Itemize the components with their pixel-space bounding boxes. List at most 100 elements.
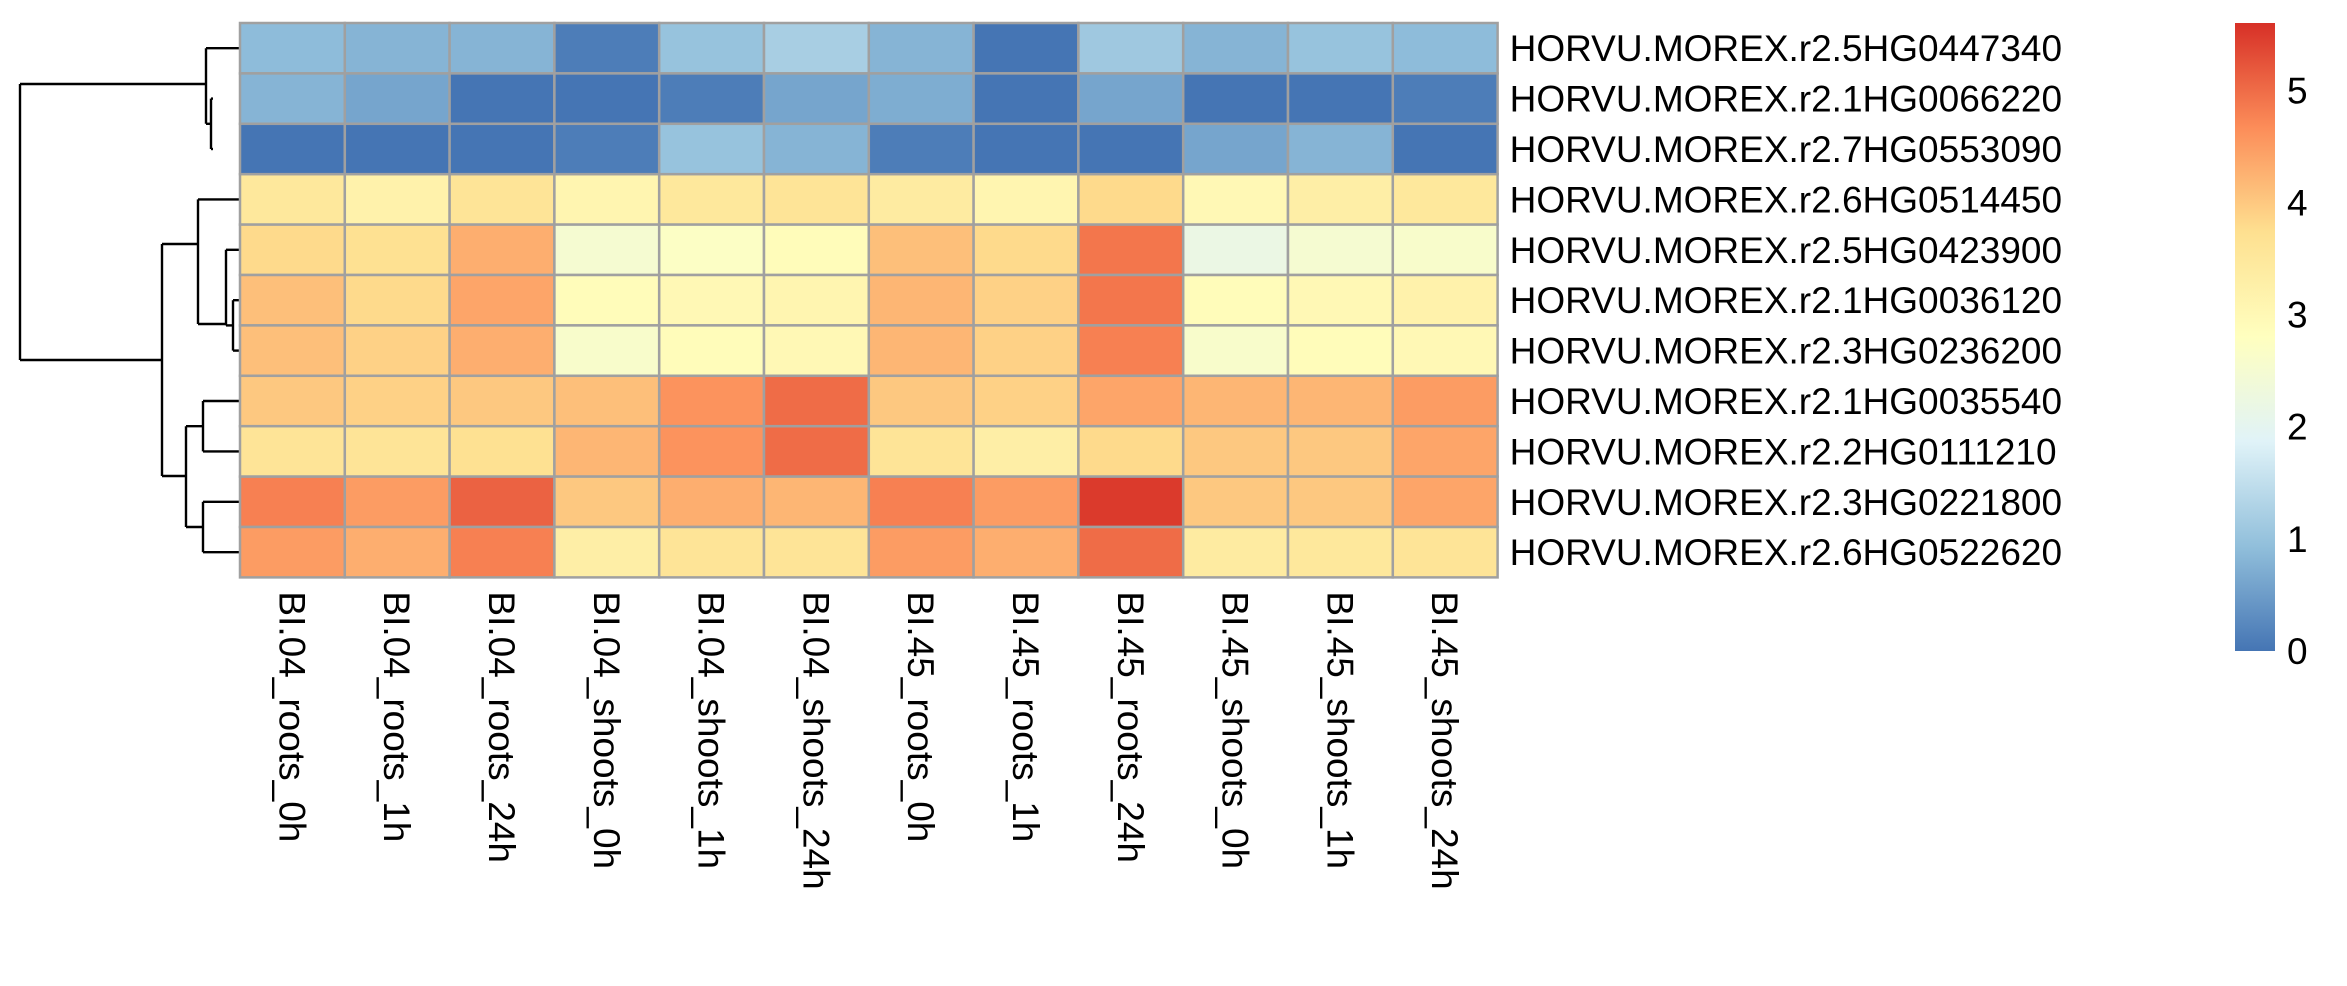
heatmap-cell <box>343 525 451 579</box>
heatmap-cell <box>343 72 451 126</box>
heatmap-cell <box>1391 122 1499 176</box>
heatmap-cell <box>867 223 975 277</box>
heatmap-cell <box>238 172 347 226</box>
heatmap-cell <box>657 122 766 176</box>
row-label: HORVU.MOREX.r2.1HG0035540 <box>1510 381 2063 422</box>
colorbar-tick-label: 4 <box>2287 182 2308 223</box>
row-label: HORVU.MOREX.r2.6HG0514450 <box>1510 179 2063 220</box>
heatmap-cell <box>238 223 347 277</box>
heatmap-cell <box>553 223 661 277</box>
heatmap-cell <box>972 172 1080 226</box>
heatmap-cell <box>1077 273 1185 327</box>
heatmap-cell <box>343 475 451 529</box>
heatmap-cell <box>1391 172 1499 226</box>
heatmap-cell <box>657 475 766 529</box>
heatmap-cell <box>343 324 451 378</box>
heatmap-cell <box>448 424 556 478</box>
heatmap-cell <box>762 525 871 579</box>
heatmap-cell <box>1391 72 1499 126</box>
heatmap-cell <box>762 122 871 176</box>
heatmap-cell <box>1181 72 1290 126</box>
heatmap-cell <box>448 72 556 126</box>
heatmap-cell <box>1077 424 1185 478</box>
heatmap-cell <box>1286 273 1395 327</box>
column-label: BI.45_roots_1h <box>1005 591 1046 842</box>
row-labels: HORVU.MOREX.r2.5HG0447340 HORVU.MOREX.r2.… <box>1510 28 2063 573</box>
heatmap-cell <box>343 374 451 428</box>
heatmap-cell <box>762 475 871 529</box>
heatmap-cell <box>762 424 871 478</box>
heatmap-cell <box>343 122 451 176</box>
row-label: HORVU.MOREX.r2.5HG0447340 <box>1510 28 2063 69</box>
row-dendrogram <box>18 47 240 554</box>
heatmap-cell <box>1391 273 1499 327</box>
heatmap-cell <box>1286 475 1395 529</box>
heatmap-cell <box>1181 122 1290 176</box>
heatmap-cell <box>972 72 1080 126</box>
heatmap-cell <box>972 21 1080 75</box>
heatmap-cell <box>238 122 347 176</box>
heatmap-cell <box>867 374 975 428</box>
heatmap-cell <box>657 374 766 428</box>
heatmap-cell <box>448 172 556 226</box>
heatmap-cell <box>238 273 347 327</box>
heatmap-cell <box>553 424 661 478</box>
row-label: HORVU.MOREX.r2.3HG0236200 <box>1510 331 2063 372</box>
row-label: HORVU.MOREX.r2.3HG0221800 <box>1510 482 2063 523</box>
column-label: BI.04_roots_0h <box>271 591 312 842</box>
heatmap-cell <box>1391 525 1499 579</box>
heatmap-cell <box>972 324 1080 378</box>
heatmap-cell <box>238 21 347 75</box>
heatmap-cell <box>343 172 451 226</box>
heatmap-cell <box>1077 72 1185 126</box>
heatmap-cell <box>1286 172 1395 226</box>
heatmap-cell <box>553 122 661 176</box>
column-label: BI.04_shoots_0h <box>586 591 627 869</box>
column-label: BI.04_roots_1h <box>376 591 417 842</box>
heatmap-cell <box>657 223 766 277</box>
heatmap-cell <box>553 72 661 126</box>
heatmap-cell <box>553 172 661 226</box>
heatmap-cell <box>1286 223 1395 277</box>
heatmap-cell <box>972 223 1080 277</box>
heatmap-cell <box>867 172 975 226</box>
column-label: BI.45_shoots_24h <box>1424 591 1465 889</box>
heatmap-cell <box>1077 374 1185 428</box>
heatmap-cell <box>972 122 1080 176</box>
heatmap-cell <box>1286 424 1395 478</box>
colorbar-tick-label: 3 <box>2287 295 2308 336</box>
heatmap-cell <box>1181 374 1290 428</box>
heatmap-cell <box>1077 122 1185 176</box>
heatmap-cell <box>1181 525 1290 579</box>
heatmap-cell <box>972 475 1080 529</box>
heatmap-cell <box>448 273 556 327</box>
heatmap-cell <box>238 525 347 579</box>
heatmap-cell <box>867 273 975 327</box>
column-labels: BI.04_roots_0h BI.04_roots_1h BI.04_roots_… <box>271 591 1465 889</box>
heatmap-cell <box>448 21 556 75</box>
heatmap-cell <box>448 475 556 529</box>
heatmap-cells <box>238 21 1499 579</box>
colorbar-tick-label: 2 <box>2287 407 2308 448</box>
heatmap-cell <box>867 72 975 126</box>
heatmap-cell <box>867 122 975 176</box>
heatmap-cell <box>1286 72 1395 126</box>
heatmap-cell <box>238 324 347 378</box>
heatmap-cell <box>867 21 975 75</box>
colorbar-legend: 0 1 2 3 4 5 <box>2235 23 2308 672</box>
heatmap-cell <box>1181 324 1290 378</box>
heatmap-cell <box>762 273 871 327</box>
column-label: BI.04_shoots_1h <box>691 591 732 869</box>
row-label: HORVU.MOREX.r2.1HG0066220 <box>1510 79 2063 120</box>
column-label: BI.45_shoots_0h <box>1215 591 1256 869</box>
heatmap-cell <box>1391 424 1499 478</box>
heatmap-cell <box>762 223 871 277</box>
heatmap-cell <box>972 273 1080 327</box>
heatmap-cell <box>238 424 347 478</box>
heatmap-cell <box>867 324 975 378</box>
heatmap-cell <box>553 475 661 529</box>
heatmap-cell <box>1286 324 1395 378</box>
heatmap-cell <box>553 525 661 579</box>
